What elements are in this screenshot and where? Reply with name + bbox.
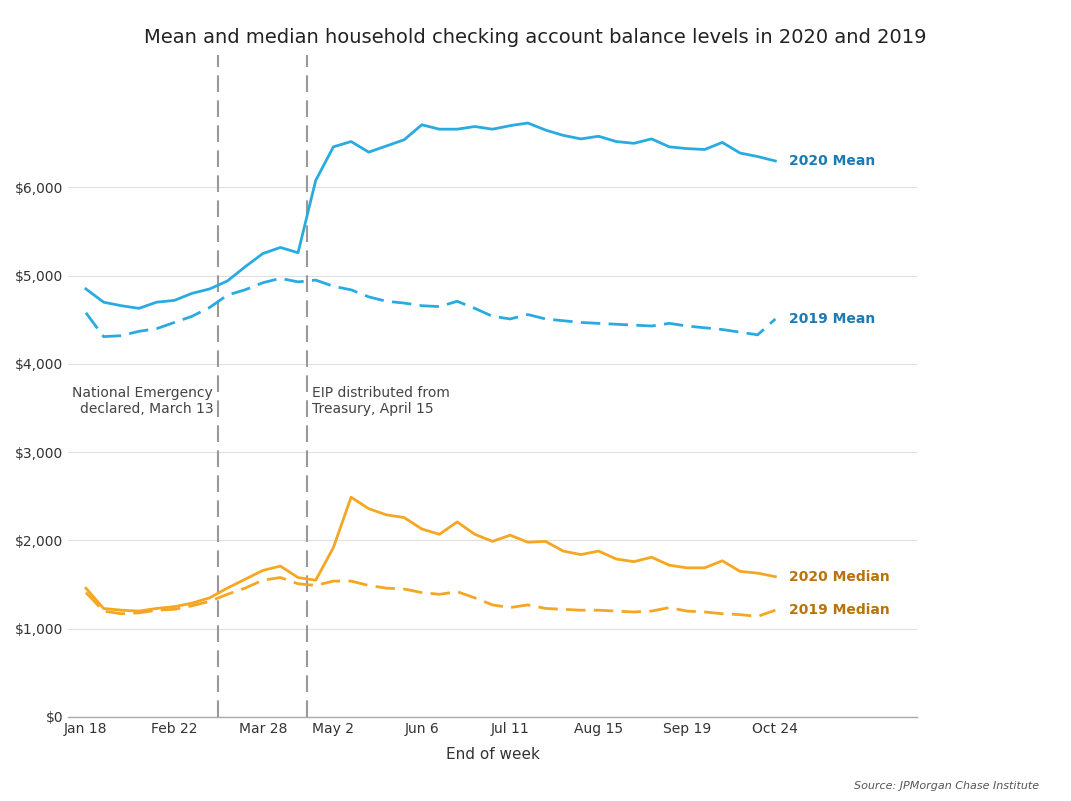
Text: Source: JPMorgan Chase Institute: Source: JPMorgan Chase Institute (854, 782, 1039, 791)
Text: National Emergency: National Emergency (73, 386, 213, 400)
Text: 2020 Median: 2020 Median (789, 570, 890, 584)
Text: 2019 Median: 2019 Median (789, 603, 890, 618)
Text: Mean and median household checking account balance levels in 2020 and 2019: Mean and median household checking accou… (145, 28, 926, 47)
Text: EIP distributed from: EIP distributed from (312, 386, 450, 400)
Text: declared, March 13: declared, March 13 (79, 402, 213, 416)
Text: 2019 Mean: 2019 Mean (789, 312, 876, 326)
X-axis label: End of week: End of week (446, 747, 540, 762)
Text: 2020 Mean: 2020 Mean (789, 154, 876, 168)
Text: Treasury, April 15: Treasury, April 15 (312, 402, 434, 416)
